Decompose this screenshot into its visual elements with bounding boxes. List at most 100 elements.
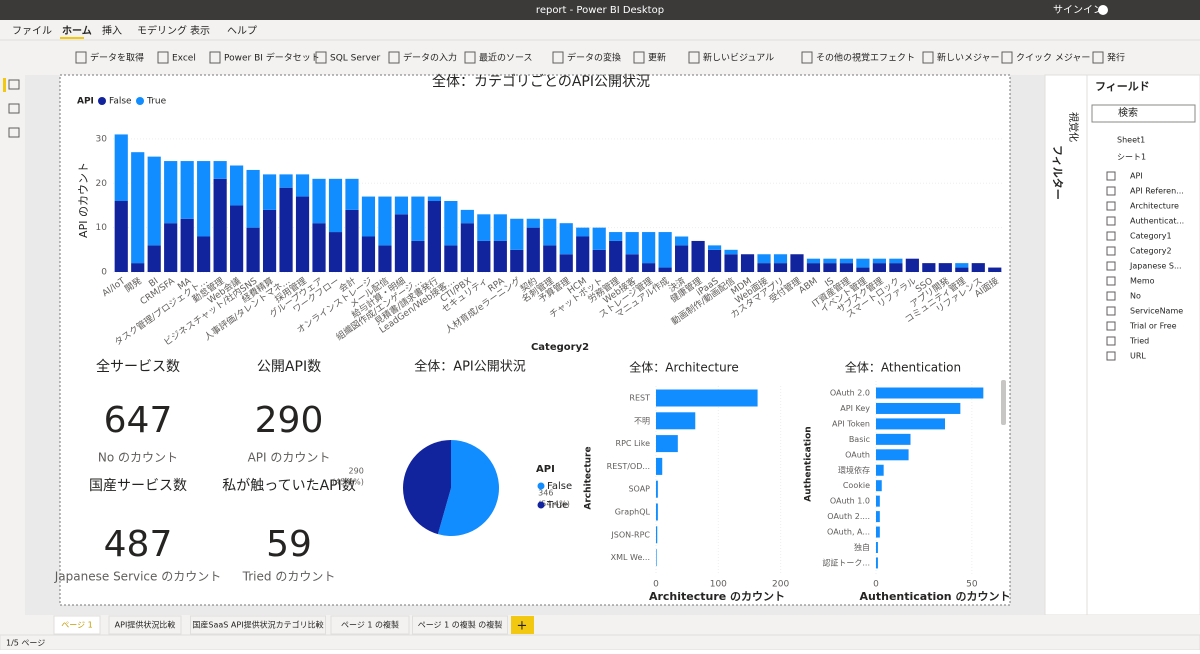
page-tab-label[interactable]: ページ 1 の複製 の複製 <box>418 620 503 630</box>
scrollbar[interactable] <box>1001 380 1006 425</box>
bar-segment <box>543 245 556 272</box>
bar <box>656 412 695 429</box>
ribbon-button[interactable]: クイック メジャー <box>1016 53 1090 64</box>
field-name[interactable]: Trial or Free <box>1129 322 1177 331</box>
field-name[interactable]: API Referen... <box>1130 187 1184 196</box>
sign-in[interactable]: サインイン <box>1053 4 1103 16</box>
bar <box>876 418 945 429</box>
ribbon-button[interactable]: Power BI データセット <box>224 52 320 64</box>
bar <box>656 481 658 498</box>
y-axis-title: Architecture <box>584 446 594 509</box>
bar-segment <box>560 223 573 254</box>
visualize-label[interactable]: 視覚化 <box>1067 112 1080 142</box>
menu-item[interactable]: 挿入 <box>102 24 122 37</box>
bar-segment <box>609 232 622 241</box>
page-tab-label[interactable]: API提供状況比較 <box>115 620 176 630</box>
field-name[interactable]: ServiceName <box>1130 307 1183 316</box>
bar-segment <box>197 237 210 273</box>
field-checkbox[interactable] <box>1107 262 1115 270</box>
page-tab-label[interactable]: ページ 1 の複製 <box>341 620 399 630</box>
field-name[interactable]: Category1 <box>1130 232 1172 241</box>
field-name[interactable]: Japanese S... <box>1129 262 1182 271</box>
ribbon-button[interactable]: 新しいメジャー <box>937 52 1000 64</box>
field-checkbox[interactable] <box>1107 277 1115 285</box>
bar-segment <box>807 263 820 272</box>
bar-segment <box>955 268 968 272</box>
field-checkbox[interactable] <box>1107 322 1115 330</box>
bar-segment <box>741 254 754 272</box>
field-checkbox[interactable] <box>1107 217 1115 225</box>
field-name[interactable]: API <box>1130 172 1143 181</box>
y-tick-label: Basic <box>849 435 870 444</box>
page-tab-label[interactable]: ページ 1 <box>61 621 92 630</box>
status-bar <box>0 635 1200 650</box>
bar-segment <box>724 254 737 272</box>
field-name[interactable]: Authenticat... <box>1130 217 1184 226</box>
ribbon-button[interactable]: SQL Server <box>330 54 380 64</box>
bar-segment <box>477 241 490 272</box>
field-name[interactable]: Tried <box>1129 337 1149 346</box>
field-name[interactable]: Architecture <box>1130 202 1179 211</box>
field-checkbox[interactable] <box>1107 247 1115 255</box>
bar-segment <box>461 210 474 223</box>
y-tick-label: OAuth 2.... <box>827 512 870 521</box>
y-tick-label: OAuth <box>845 450 870 459</box>
card-value: 59 <box>266 524 312 565</box>
x-axis-title: Architecture のカウント <box>649 590 785 603</box>
report-page <box>60 75 1010 605</box>
menu-item[interactable]: ヘルプ <box>227 25 257 37</box>
y-tick-label: RPC Like <box>616 439 651 448</box>
page-tab-label[interactable]: 国産SaaS API提供状況カテゴリ比較 <box>192 620 323 630</box>
ribbon-button[interactable]: データの変換 <box>567 52 621 64</box>
field-name[interactable]: No <box>1130 292 1141 301</box>
field-checkbox[interactable] <box>1107 352 1115 360</box>
fields-title: フィールド <box>1095 80 1150 93</box>
bar <box>656 390 758 407</box>
field-checkbox[interactable] <box>1107 202 1115 210</box>
bar-segment <box>312 179 325 223</box>
search-box[interactable] <box>1092 105 1195 122</box>
bar-segment <box>279 174 292 187</box>
ribbon-button[interactable]: Excel <box>172 54 196 64</box>
field-checkbox[interactable] <box>1107 187 1115 195</box>
bar-segment <box>494 241 507 272</box>
chart-title: 全体：API公開状況 <box>414 359 526 375</box>
menu-item[interactable]: ホーム <box>62 25 92 37</box>
field-name[interactable]: Category2 <box>1130 247 1172 256</box>
bar <box>876 388 983 399</box>
y-tick-label: SOAP <box>628 485 650 494</box>
table-name[interactable]: Sheet1 <box>1117 136 1145 145</box>
ribbon-button[interactable]: データを取得 <box>90 52 144 64</box>
field-checkbox[interactable] <box>1107 337 1115 345</box>
ribbon-button[interactable]: 更新 <box>648 52 666 64</box>
field-name[interactable]: URL <box>1130 352 1146 361</box>
bar <box>876 480 882 491</box>
ribbon-button[interactable]: データの入力 <box>403 52 457 64</box>
field-checkbox[interactable] <box>1107 292 1115 300</box>
y-tick-label: API Key <box>840 404 870 413</box>
field-checkbox[interactable] <box>1107 307 1115 315</box>
ribbon-button[interactable]: その他の視覚エフェクト <box>816 52 915 64</box>
bar-segment <box>197 161 210 236</box>
bar-segment <box>230 205 243 272</box>
legend-title: API <box>536 464 555 475</box>
table-name[interactable]: シート1 <box>1117 153 1146 162</box>
bar-segment <box>774 254 787 263</box>
x-tick-label: 50 <box>966 580 978 590</box>
bar-segment <box>675 245 688 272</box>
bar-segment <box>395 214 408 272</box>
menu-item[interactable]: モデリング <box>137 24 187 37</box>
ribbon-button[interactable]: 新しいビジュアル <box>703 52 774 64</box>
ribbon-button[interactable]: 最近のソース <box>479 52 533 64</box>
field-name[interactable]: Memo <box>1130 277 1155 286</box>
filter-label[interactable]: フィルター <box>1051 145 1064 200</box>
menu-item[interactable]: 表示 <box>190 24 210 37</box>
field-checkbox[interactable] <box>1107 232 1115 240</box>
card-title: 全サービス数 <box>96 358 180 375</box>
menu-item[interactable]: ファイル <box>12 26 52 37</box>
bar <box>876 434 911 445</box>
x-tick-label: 200 <box>772 580 789 590</box>
field-checkbox[interactable] <box>1107 172 1115 180</box>
ribbon-button[interactable]: 発行 <box>1107 52 1125 64</box>
bar-segment <box>939 263 952 272</box>
